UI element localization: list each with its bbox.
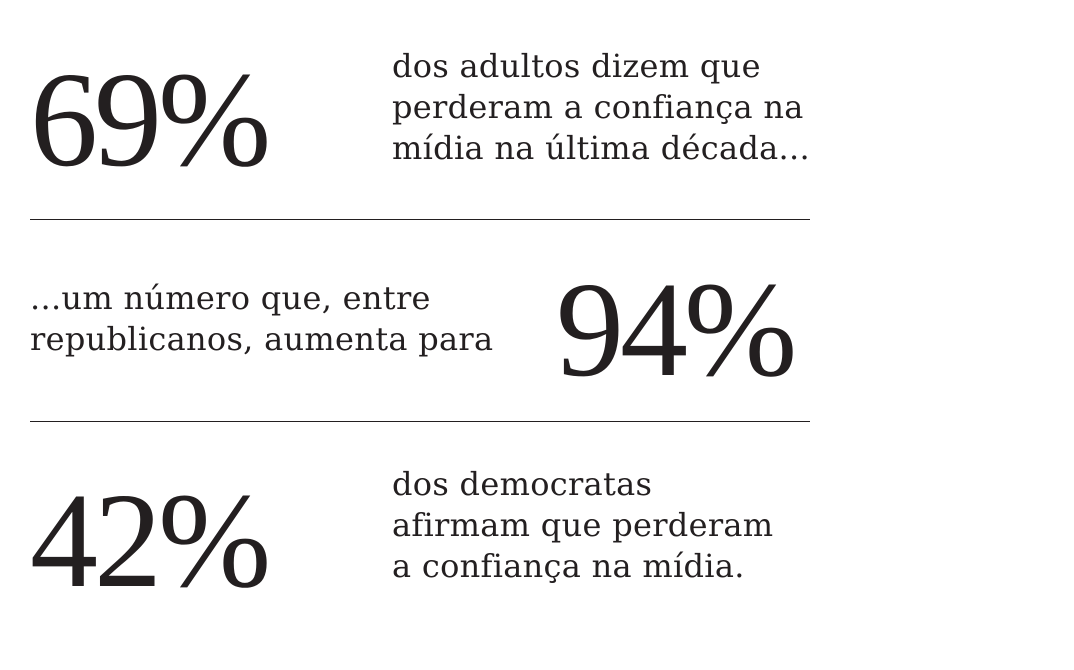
divider-rule	[30, 219, 810, 220]
stat-value-94: 94%	[556, 255, 797, 405]
stat-description-line: dos democratas	[392, 465, 653, 503]
stat-description-line: ...um número que, entre	[30, 279, 431, 317]
stat-description-line: mídia na última década...	[392, 129, 810, 167]
stat-description-69: dos adultos dizem que perderam a confian…	[392, 46, 810, 169]
stat-description-line: republicanos, aumenta para	[30, 320, 494, 358]
divider-rule	[30, 421, 810, 422]
stat-value-42: 42%	[30, 466, 271, 616]
stat-value-69: 69%	[30, 45, 271, 195]
stat-description-line: perderam a confiança na	[392, 88, 804, 126]
stat-description-line: a confiança na mídia.	[392, 547, 745, 585]
stat-description-line: afirmam que perderam	[392, 506, 774, 544]
stat-description-94: ...um número que, entre republicanos, au…	[30, 278, 493, 360]
stat-description-line: dos adultos dizem que	[392, 47, 761, 85]
stat-description-42: dos democratas afirmam que perderam a co…	[392, 464, 773, 587]
